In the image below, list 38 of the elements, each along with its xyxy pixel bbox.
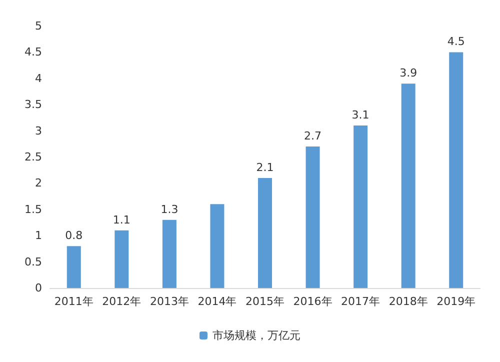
bar (354, 126, 368, 288)
y-tick-label: 0.5 (24, 255, 42, 268)
x-tick-label: 2011年 (54, 295, 94, 308)
data-label: 2.1 (256, 160, 274, 174)
y-tick-label: 0 (35, 282, 42, 294)
data-label: 1.3 (160, 202, 178, 216)
x-tick-label: 2019年 (436, 295, 476, 308)
data-label: 3.9 (400, 66, 418, 80)
bar (306, 146, 320, 288)
data-label: 4.5 (447, 35, 465, 48)
y-tick-label: 3.5 (24, 98, 42, 112)
bar (162, 220, 176, 288)
y-tick-label: 2.5 (24, 150, 42, 164)
x-tick-label: 2013年 (150, 295, 189, 308)
x-tick-label: 2015年 (246, 295, 284, 308)
y-tick-label: 1 (35, 229, 42, 242)
y-tick-label: 2 (35, 176, 42, 190)
x-tick-label: 2018年 (388, 295, 428, 308)
y-tick-label: 5 (35, 20, 42, 32)
y-tick-label: 1.5 (24, 202, 42, 216)
data-label: 2.7 (304, 130, 322, 143)
legend-label: 市场规模，万亿元 (212, 329, 300, 342)
x-tick-label: 2016年 (293, 295, 332, 308)
y-tick-label: 4 (35, 72, 42, 85)
y-tick-label: 3 (35, 124, 42, 138)
x-tick-label: 2017年 (341, 295, 380, 308)
data-label: 0.8 (65, 229, 83, 242)
bar (210, 204, 224, 288)
data-label: 1.1 (112, 213, 130, 226)
y-tick-label: 4.5 (24, 46, 42, 59)
x-tick-label: 2012年 (102, 295, 142, 308)
data-label: 3.1 (352, 108, 370, 122)
bar (258, 178, 272, 288)
x-tick-label: 2014年 (198, 295, 237, 308)
bar (449, 52, 464, 288)
bar (401, 84, 416, 288)
bar (66, 246, 81, 288)
bar (114, 230, 129, 288)
